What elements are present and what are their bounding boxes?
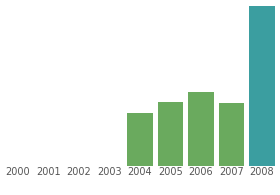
Bar	[188, 92, 214, 166]
Bar	[218, 103, 244, 166]
Bar	[249, 0, 275, 166]
Bar	[158, 102, 183, 166]
Bar	[127, 113, 153, 166]
